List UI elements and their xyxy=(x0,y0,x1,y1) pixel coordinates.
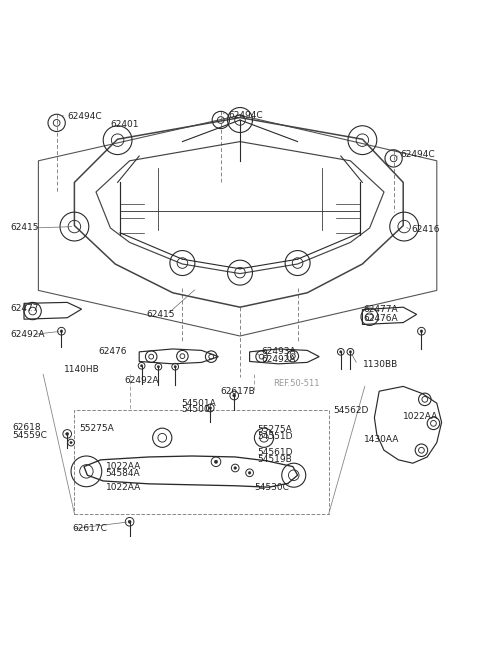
Text: 62494C: 62494C xyxy=(67,112,102,121)
Text: 54584A: 54584A xyxy=(106,469,140,478)
Circle shape xyxy=(248,472,251,474)
Text: 55275A: 55275A xyxy=(79,423,114,433)
Text: 1022AA: 1022AA xyxy=(403,412,438,421)
Text: 54530C: 54530C xyxy=(254,482,289,492)
Circle shape xyxy=(128,520,131,523)
Circle shape xyxy=(60,330,63,333)
Text: REF.50-511: REF.50-511 xyxy=(274,380,320,388)
Text: 62492A: 62492A xyxy=(262,355,296,364)
Text: 62415: 62415 xyxy=(146,310,175,319)
Circle shape xyxy=(157,366,159,368)
Text: 54551D: 54551D xyxy=(257,432,292,442)
Circle shape xyxy=(214,460,218,464)
Circle shape xyxy=(209,407,212,409)
Circle shape xyxy=(174,366,176,368)
Text: 62401: 62401 xyxy=(110,120,139,129)
Circle shape xyxy=(233,394,236,397)
Circle shape xyxy=(349,351,351,353)
Text: 1130BB: 1130BB xyxy=(363,360,398,370)
Text: 55275A: 55275A xyxy=(257,425,291,434)
Circle shape xyxy=(340,351,342,353)
Text: 54562D: 54562D xyxy=(334,406,369,415)
Text: 54519B: 54519B xyxy=(257,455,291,464)
Text: 54561D: 54561D xyxy=(257,448,292,457)
Text: 1022AA: 1022AA xyxy=(106,462,141,471)
Circle shape xyxy=(70,442,72,444)
Circle shape xyxy=(66,432,69,435)
Text: 62617C: 62617C xyxy=(72,524,107,534)
Text: 1140HB: 1140HB xyxy=(64,365,99,374)
Circle shape xyxy=(234,466,237,469)
Text: 1430AA: 1430AA xyxy=(364,435,399,444)
Text: 62492A: 62492A xyxy=(11,330,45,339)
Text: 54559C: 54559C xyxy=(12,431,47,440)
Text: 62416: 62416 xyxy=(412,225,440,234)
Text: 1022AA: 1022AA xyxy=(106,482,141,492)
Circle shape xyxy=(420,330,423,333)
Text: 54500: 54500 xyxy=(181,405,210,415)
Text: 62617B: 62617B xyxy=(221,386,255,396)
Text: 62415: 62415 xyxy=(11,224,39,233)
Text: 54501A: 54501A xyxy=(181,398,216,408)
Text: 62476: 62476 xyxy=(98,347,127,356)
Text: 62477A: 62477A xyxy=(364,305,398,314)
Text: 62618: 62618 xyxy=(12,423,41,431)
Text: 62477: 62477 xyxy=(11,304,39,312)
Text: 62476A: 62476A xyxy=(364,314,398,323)
Text: 62492A: 62492A xyxy=(125,376,159,384)
Text: 62494C: 62494C xyxy=(228,111,263,120)
Circle shape xyxy=(141,365,143,367)
Text: 62494C: 62494C xyxy=(401,150,435,159)
Text: 62493A: 62493A xyxy=(262,347,296,356)
